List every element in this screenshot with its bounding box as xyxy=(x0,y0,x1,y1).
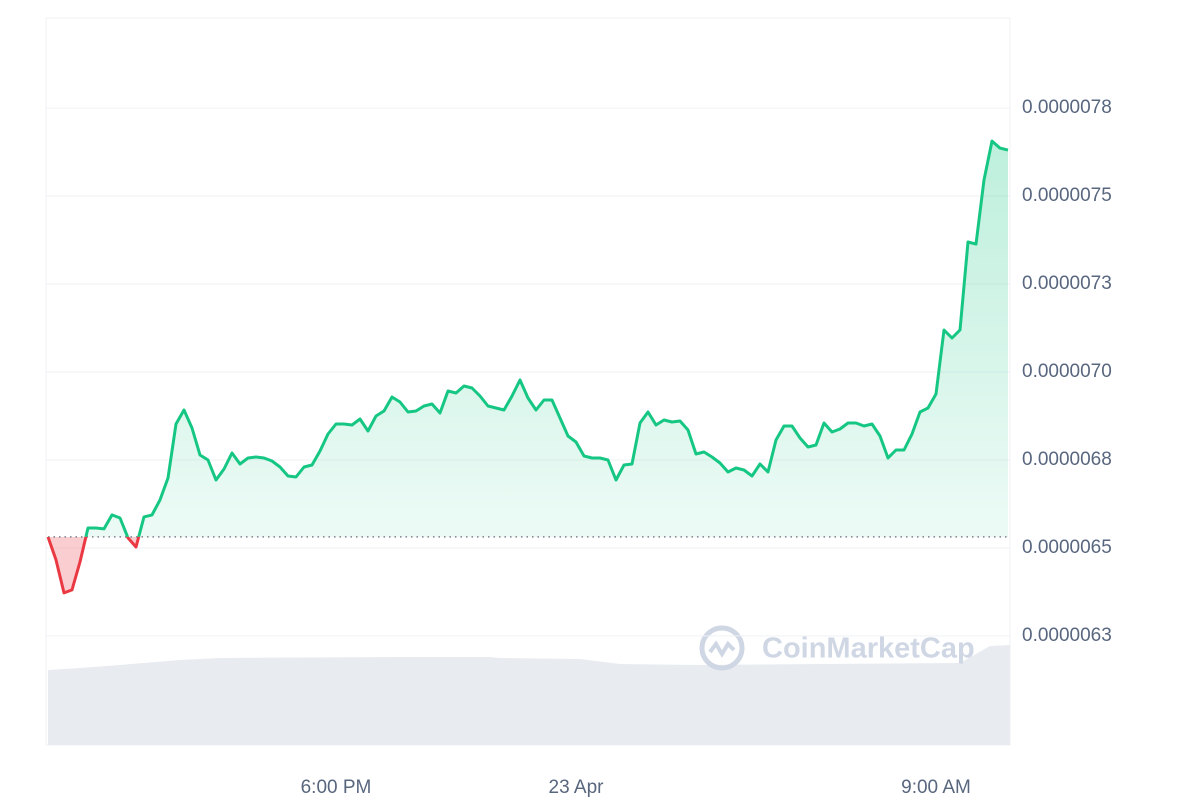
y-tick-label: 0.0000065 xyxy=(1022,537,1112,558)
volume-strip xyxy=(48,645,1010,745)
x-tick-label: 9:00 AM xyxy=(901,777,971,798)
area-up xyxy=(48,141,1008,537)
y-tick-label: 0.0000078 xyxy=(1022,97,1112,118)
y-tick-label: 0.0000070 xyxy=(1022,361,1112,382)
x-tick-label: 23 Apr xyxy=(549,777,605,798)
watermark-text: CoinMarketCap xyxy=(762,633,975,665)
price-line xyxy=(47,139,1009,537)
x-tick-label: 6:00 PM xyxy=(301,777,372,798)
watermark: CoinMarketCap xyxy=(699,625,975,671)
y-tick-label: 0.0000063 xyxy=(1022,625,1112,646)
y-tick-label: 0.0000073 xyxy=(1022,273,1112,294)
y-tick-label: 0.0000075 xyxy=(1022,185,1112,206)
y-tick-label: 0.0000068 xyxy=(1022,449,1112,470)
